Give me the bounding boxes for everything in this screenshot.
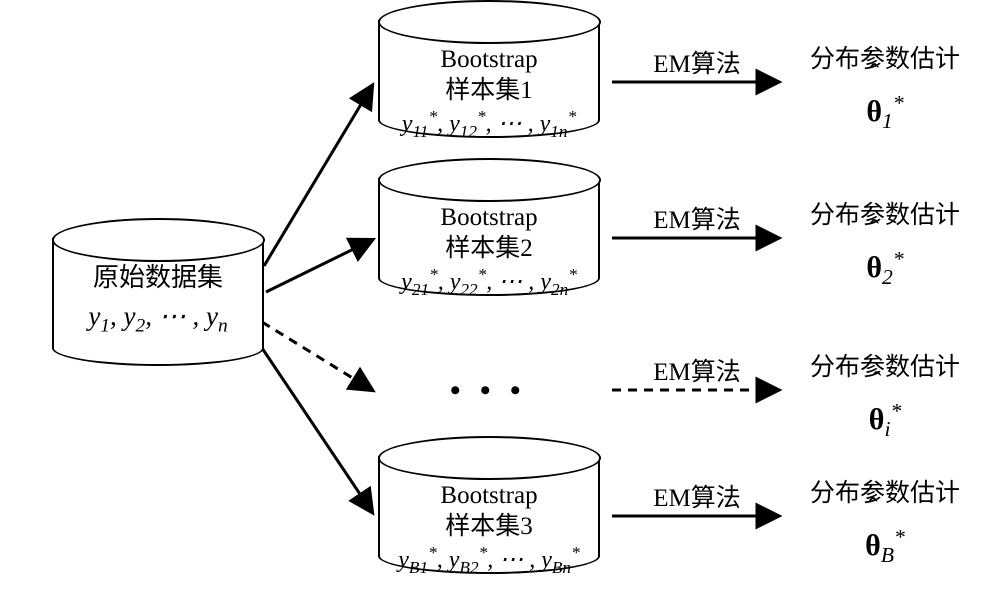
result-title: 分布参数估计 — [795, 198, 975, 234]
arrow — [266, 240, 372, 292]
bootstrap-title: Bootstrap — [380, 44, 598, 75]
result-theta: ˆθ2* — [795, 244, 975, 293]
result-title-mid: 分布参数估计 — [795, 350, 975, 386]
arrow — [262, 322, 372, 390]
em-label-mid: EM算法 — [632, 352, 762, 388]
em-label-1: EM算法 — [632, 44, 762, 80]
bootstrap-samples: yB1*, yB2*, ⋯ , yBn* — [380, 543, 598, 578]
ellipsis-dots: • • • — [450, 374, 527, 408]
result-theta-mid: ˆθi* — [795, 396, 975, 445]
result-title: 分布参数估计 — [795, 42, 975, 78]
bootstrap-cylinder-3: Bootstrap样本集3yB1*, yB2*, ⋯ , yBn* — [378, 456, 600, 574]
bootstrap-cylinder-1: Bootstrap样本集1y11*, y12*, ⋯ , y1n* — [378, 20, 600, 138]
bootstrap-samples: y21*, y22*, ⋯ , y2n* — [380, 265, 598, 300]
result-block-1: 分布参数估计 ˆθ1* — [795, 42, 975, 138]
result-theta: ˆθB* — [795, 522, 975, 571]
result-block-mid: 分布参数估计 ˆθi* — [795, 350, 975, 446]
bootstrap-samples: y11*, y12*, ⋯ , y1n* — [380, 107, 598, 142]
arrow — [262, 348, 372, 512]
result-block-3: 分布参数估计 ˆθB* — [795, 476, 975, 572]
bootstrap-title: Bootstrap — [380, 202, 598, 233]
arrow — [264, 86, 372, 266]
bootstrap-title: Bootstrap — [380, 480, 598, 511]
bootstrap-cylinder-2: Bootstrap样本集2y21*, y22*, ⋯ , y2n* — [378, 178, 600, 296]
result-theta: ˆθ1* — [795, 88, 975, 137]
em-label-3: EM算法 — [632, 478, 762, 514]
bootstrap-subtitle: 样本集2 — [380, 233, 598, 264]
bootstrap-subtitle: 样本集3 — [380, 511, 598, 542]
bootstrap-subtitle: 样本集1 — [380, 75, 598, 106]
result-block-2: 分布参数估计 ˆθ2* — [795, 198, 975, 294]
result-title: 分布参数估计 — [795, 476, 975, 512]
source-dataset-cylinder: 原始数据集 y1, y2, ⋯ , yn — [52, 238, 264, 366]
diagram-stage: 原始数据集 y1, y2, ⋯ , yn Bootstrap样本集1y11*, … — [0, 0, 1000, 594]
source-title: 原始数据集 — [54, 262, 262, 295]
source-samples: y1, y2, ⋯ , yn — [54, 301, 262, 337]
em-label-2: EM算法 — [632, 200, 762, 236]
